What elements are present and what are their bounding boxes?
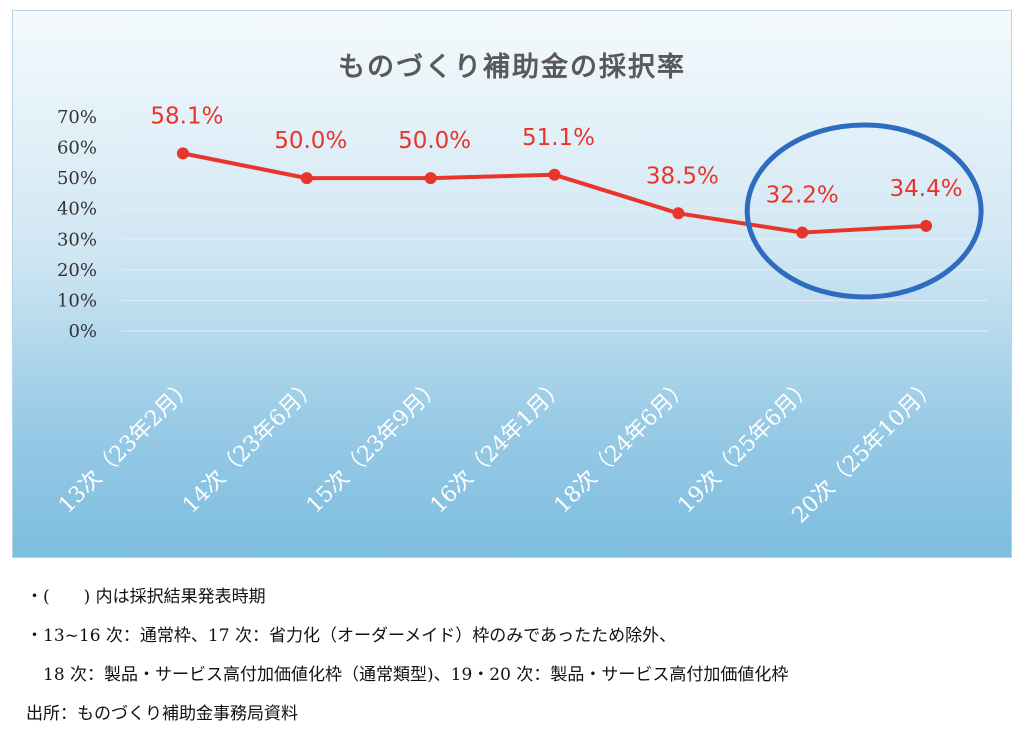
data-label: 32.2% <box>766 183 839 209</box>
data-label: 34.4% <box>890 176 963 202</box>
x-tick-label: 14次（23年6月） <box>178 374 323 519</box>
data-label: 50.0% <box>274 128 347 154</box>
x-tick-label: 18次（24年6月） <box>550 374 695 519</box>
data-label: 38.5% <box>646 163 719 189</box>
y-tick-label: 40% <box>57 199 97 220</box>
data-point <box>176 147 189 160</box>
data-point <box>920 219 933 232</box>
y-tick-label: 30% <box>57 229 97 250</box>
data-point <box>300 172 313 185</box>
note-frames: ・13~16 次：通常枠、17 次：省力化（オーダーメイド）枠のみであったため除… <box>26 626 677 646</box>
y-tick-label: 60% <box>57 138 97 159</box>
notes: ・( ) 内は採択結果発表時期 ・13~16 次：通常枠、17 次：省力化（オー… <box>26 578 1016 734</box>
note-source: 出所：ものづくり補助金事務局資料 <box>26 704 298 724</box>
data-point <box>548 168 561 181</box>
data-label: 50.0% <box>398 128 471 154</box>
note-frames-cont: 18 次：製品・サービス高付加価値化枠（通常類型)、19・20 次：製品・サービ… <box>26 665 789 685</box>
line-chart: 0% 10% 20% 30% 40% 50% 60% 70% 58.1% 50.0% 50.0% 51… <box>54 103 988 528</box>
data-point <box>424 172 437 185</box>
data-label: 58.1% <box>150 103 223 129</box>
data-point <box>672 207 685 220</box>
y-tick-label: 50% <box>57 168 97 189</box>
x-tick-label: 16次（24年1月） <box>426 374 571 519</box>
y-tick-label: 10% <box>57 290 97 311</box>
chart-panel: ものづくり補助金の採択率 0% 10% 20% 30% 40% 50% 60% 70% 58.1… <box>12 10 1012 558</box>
x-tick-label: 19次（25年6月） <box>674 374 819 519</box>
note-period: ・( ) 内は採択結果発表時期 <box>26 587 266 607</box>
x-tick-label: 13次（23年2月） <box>54 374 199 519</box>
y-tick-label: 0% <box>68 321 97 342</box>
data-point <box>796 226 809 239</box>
y-tick-label: 70% <box>57 107 97 128</box>
data-label: 51.1% <box>522 125 595 151</box>
chart-title: ものづくり補助金の採択率 <box>338 52 686 83</box>
y-tick-label: 20% <box>57 260 97 281</box>
highlight-ellipse <box>744 122 984 300</box>
x-tick-label: 15次（23年9月） <box>302 374 447 519</box>
